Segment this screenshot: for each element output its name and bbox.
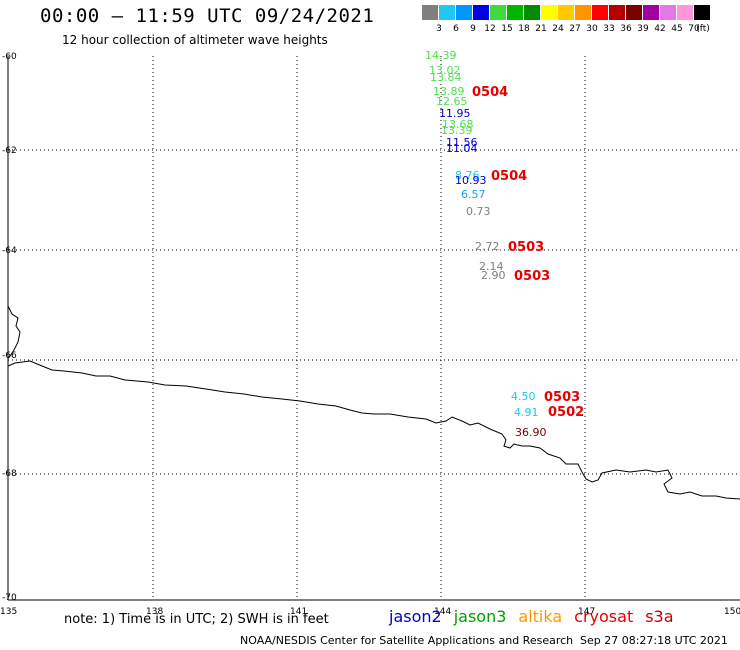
legend-label: 21 (535, 24, 547, 34)
longitude-label: 147 (578, 607, 595, 617)
pass-time-label: 0503 (544, 390, 580, 405)
wave-height-value: 14.39 (425, 49, 457, 62)
legend-swatch (677, 5, 694, 20)
antarctic-coastline (7, 305, 740, 500)
wave-height-value: 11.56 (446, 136, 478, 149)
satellite-name: altika (518, 607, 563, 626)
legend-label: 3 (436, 24, 442, 34)
legend-label: 30 (586, 24, 598, 34)
wave-height-value: 13.39 (441, 124, 473, 137)
wave-height-value: 13.68 (442, 118, 474, 131)
legend-label: 42 (654, 24, 666, 34)
legend-swatch (422, 5, 439, 20)
satellite-name: cryosat (574, 607, 634, 626)
pass-time-label: 0504 (491, 169, 527, 184)
legend-label: 18 (518, 24, 530, 34)
legend-label: 9 (470, 24, 476, 34)
graticule (8, 56, 740, 600)
wave-height-value: 2.72 (475, 240, 500, 253)
legend-swatch (660, 5, 677, 20)
longitude-label: 141 (290, 607, 307, 617)
wave-height-value: 11.95 (439, 107, 471, 120)
legend-swatch (456, 5, 473, 20)
satellite-name: jason3 (453, 607, 507, 626)
legend-label: 24 (552, 24, 564, 34)
wave-height-value: 2.14 (479, 260, 504, 273)
legend-swatch (473, 5, 490, 20)
legend-label: 27 (569, 24, 581, 34)
map-frame (7, 56, 740, 601)
generated-timestamp: Sep 27 08:27:18 UTC 2021 (580, 634, 728, 647)
longitude-label: 138 (146, 607, 163, 617)
legend-swatch (694, 5, 711, 20)
longitude-label: 150 (724, 607, 740, 617)
latitude-label: -70 (2, 593, 17, 603)
legend-label: (ft) (696, 24, 710, 34)
legend-label: 39 (637, 24, 649, 34)
legend-swatch (524, 5, 541, 20)
legend-label: 70 (688, 24, 700, 34)
legend-swatches (422, 5, 711, 20)
units-note: note: 1) Time is in UTC; 2) SWH is in fe… (64, 612, 329, 627)
legend-swatch (558, 5, 575, 20)
latitude-label: -60 (2, 52, 17, 62)
wave-height-value: 13.89 (433, 85, 465, 98)
legend-swatch (490, 5, 507, 20)
credit-text: NOAA/NESDIS Center for Satellite Applica… (240, 634, 574, 647)
wave-height-value: 13.84 (430, 71, 462, 84)
pass-time-label: 0504 (472, 85, 508, 100)
legend-label: 6 (453, 24, 459, 34)
latitude-label: -62 (2, 146, 17, 156)
latitude-label: -64 (2, 246, 17, 256)
wave-height-value: 4.91 (514, 406, 539, 419)
wave-height-value: 0.73 (466, 205, 491, 218)
wave-height-value: 36.90 (515, 426, 547, 439)
wave-height-value: 13.02 (429, 64, 461, 77)
legend-swatch (626, 5, 643, 20)
longitude-label: 144 (434, 607, 451, 617)
satellite-legend: jason2 jason3 altika cryosat s3a (389, 607, 686, 626)
legend-swatch (439, 5, 456, 20)
pass-time-label: 0503 (514, 269, 550, 284)
map-subtitle: 12 hour collection of altimeter wave hei… (62, 33, 328, 47)
latitude-label: -68 (2, 469, 17, 479)
longitude-label: 135 (0, 607, 17, 617)
wave-height-legend: 3 6 9 12 15 18 21 24 27 30 33 36 39 42 45 70 (ft) (422, 5, 740, 35)
legend-label: 45 (671, 24, 683, 34)
observation-labels: 14.39 13.0213.8413.8912.6511.9513.6813.39… (425, 49, 584, 439)
satellite-name: s3a (645, 607, 674, 626)
wave-height-value: 8.76 (455, 169, 480, 182)
legend-swatch (541, 5, 558, 20)
pass-time-label: 0502 (548, 405, 584, 420)
wave-height-value: 11.04 (446, 142, 478, 155)
legend-swatch (643, 5, 660, 20)
legend-swatch (592, 5, 609, 20)
wave-height-value: 2.90 (481, 269, 506, 282)
map-title: 00:00 – 11:59 UTC 09/24/2021 (40, 5, 375, 27)
pass-time-label: 0503 (508, 240, 544, 255)
legend-label: 36 (620, 24, 632, 34)
legend-label: 15 (501, 24, 513, 34)
legend-label: 33 (603, 24, 615, 34)
legend-label: 12 (484, 24, 496, 34)
wave-height-value: 4.50 (511, 390, 536, 403)
wave-height-value: 10.93 (455, 174, 487, 187)
legend-swatch (507, 5, 524, 20)
legend-swatch (609, 5, 626, 20)
satellite-name: jason2 (389, 607, 442, 626)
wave-height-value: 12.65 (436, 95, 468, 108)
legend-swatch (575, 5, 592, 20)
wave-height-value: 6.57 (461, 188, 486, 201)
